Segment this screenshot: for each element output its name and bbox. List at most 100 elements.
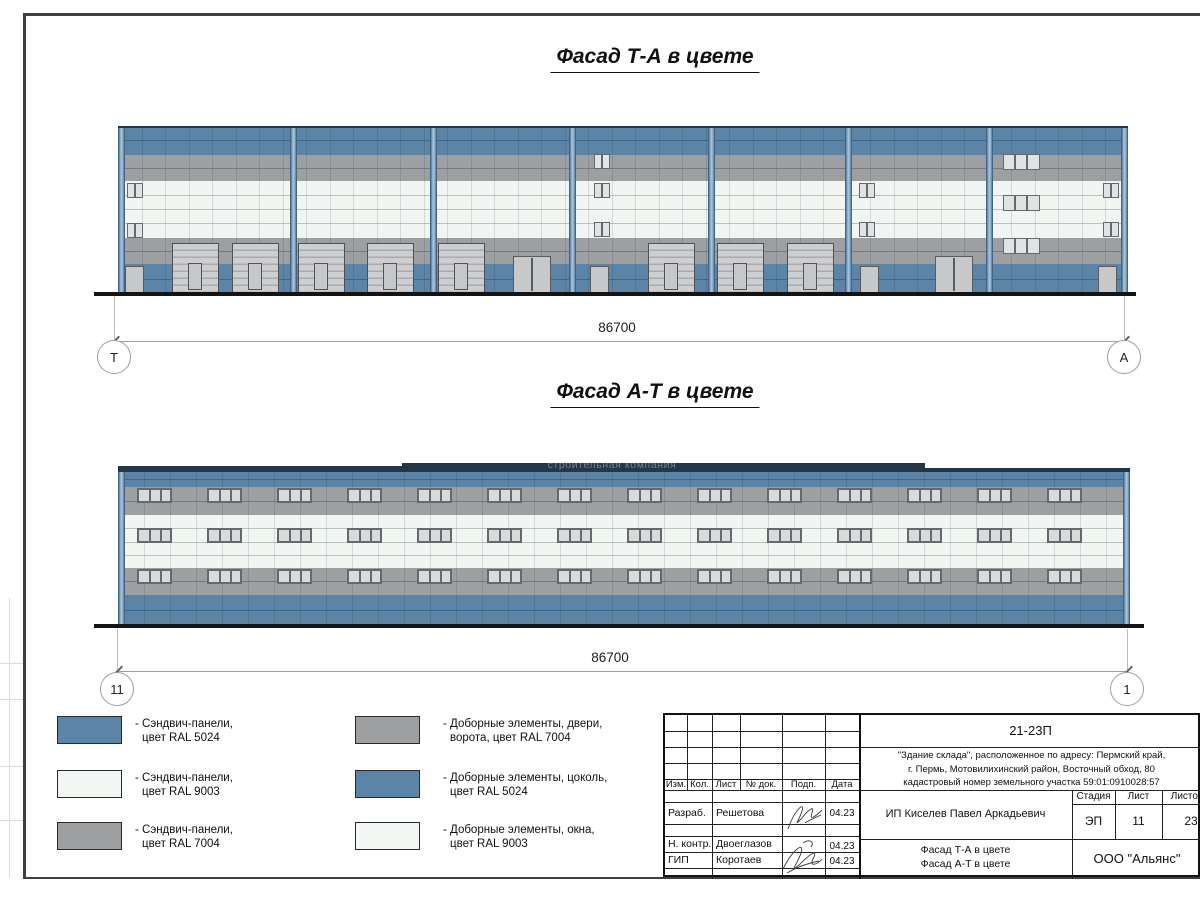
- window-mullion: [429, 530, 431, 541]
- window: [1047, 488, 1082, 503]
- facade-at-title: Фасад А-Т в цвете: [550, 380, 760, 408]
- panel-joint: [447, 126, 448, 293]
- window-mullion: [849, 530, 851, 541]
- panel-joint: [846, 472, 847, 625]
- axis-marker-1: 1: [1110, 672, 1144, 706]
- panel-joint: [376, 126, 378, 293]
- legend-label: - Доборные элементы, окна, цвет RAL 9003: [443, 823, 595, 851]
- window: [837, 569, 872, 584]
- title-block-line: [665, 852, 859, 853]
- window-mullion: [779, 490, 781, 501]
- window-mullion: [440, 530, 442, 541]
- legend-label-line: - Сэндвич-панели,: [135, 824, 233, 836]
- panel-joint: [716, 472, 717, 625]
- panel-joint: [274, 472, 275, 625]
- legend-swatch: [57, 822, 122, 850]
- person-door: [590, 266, 609, 293]
- panel-joint: [300, 472, 301, 625]
- pilaster: [290, 126, 297, 293]
- window: [1103, 222, 1119, 237]
- window-mullion: [849, 490, 851, 501]
- window-mullion: [1000, 530, 1002, 541]
- pilaster: [845, 126, 852, 293]
- window-mullion: [709, 530, 711, 541]
- frame-left: [23, 13, 26, 879]
- panel-joint: [893, 126, 895, 293]
- title-block-line: [740, 715, 741, 790]
- panel-joint: [306, 126, 307, 293]
- margin-line: [0, 820, 23, 821]
- panel-joint: [898, 472, 899, 625]
- panel-joint: [560, 472, 561, 625]
- panel-joint: [144, 472, 145, 625]
- window-mullion: [429, 490, 431, 501]
- window-mullion: [569, 490, 571, 501]
- garage-door: [367, 243, 414, 293]
- window-mullion: [860, 490, 862, 501]
- window: [977, 528, 1012, 543]
- signature: [782, 840, 823, 874]
- window: [859, 183, 875, 198]
- window-mullion: [930, 571, 932, 582]
- panel-joint: [118, 610, 1130, 611]
- person-door: [860, 266, 879, 293]
- window: [767, 488, 802, 503]
- window-mullion: [1059, 571, 1061, 582]
- window-mullion: [720, 530, 722, 541]
- panel-band: [118, 181, 1128, 238]
- person-door: [1098, 266, 1117, 293]
- window: [127, 223, 143, 238]
- panel-joint: [1002, 472, 1003, 625]
- window-mullion: [1110, 184, 1112, 197]
- address-line: кадастровый номер земельного участка 59:…: [903, 777, 1160, 788]
- garage-door: [438, 243, 485, 293]
- date-value: 04.23: [829, 808, 855, 819]
- column-header: Лист: [715, 779, 737, 790]
- panel-joint: [430, 472, 431, 625]
- window-mullion: [779, 571, 781, 582]
- window: [277, 569, 312, 584]
- window: [594, 183, 610, 198]
- legend-label-line: - Доборные элементы, окна,: [443, 824, 595, 836]
- window-mullion: [510, 490, 512, 501]
- window: [977, 488, 1012, 503]
- window: [417, 488, 452, 503]
- window-mullion: [499, 490, 501, 501]
- window-mullion: [580, 571, 582, 582]
- panel-joint: [118, 140, 1128, 141]
- window: [557, 488, 592, 503]
- facade-body: [118, 472, 1130, 625]
- window-mullion: [1070, 530, 1072, 541]
- window: [1003, 195, 1040, 211]
- panel-joint: [353, 126, 354, 293]
- window: [347, 528, 382, 543]
- title-block-line: [1072, 804, 1200, 805]
- margin-line: [0, 766, 23, 767]
- margin-line: [8, 598, 10, 878]
- legend-label-line: - Доборные элементы, цоколь,: [443, 772, 608, 784]
- panel-joint: [1106, 472, 1107, 625]
- panel-band: [118, 595, 1130, 625]
- facade-ta-title: Фасад Т-А в цвете: [550, 45, 760, 73]
- date-value: 04.23: [829, 841, 855, 852]
- watermark-text: строительная компания: [547, 459, 677, 471]
- window-mullion: [790, 571, 792, 582]
- parapet-strip: [118, 466, 402, 475]
- person-name: Коротаев: [716, 854, 762, 866]
- window-mullion: [289, 571, 291, 582]
- panel-band: [118, 155, 1128, 181]
- title-block-line: [665, 763, 859, 764]
- panel-joint: [494, 126, 495, 293]
- window-mullion: [300, 530, 302, 541]
- panel-joint: [326, 472, 327, 625]
- wicket-door: [664, 263, 678, 290]
- panel-joint: [141, 126, 143, 293]
- panel-joint: [752, 126, 754, 293]
- window-mullion: [1000, 490, 1002, 501]
- double-door: [935, 256, 973, 293]
- panel-joint: [872, 472, 873, 625]
- panel-joint: [508, 472, 509, 625]
- panel-joint: [118, 479, 1130, 480]
- window-mullion: [860, 571, 862, 582]
- date-value: 04.23: [829, 856, 855, 867]
